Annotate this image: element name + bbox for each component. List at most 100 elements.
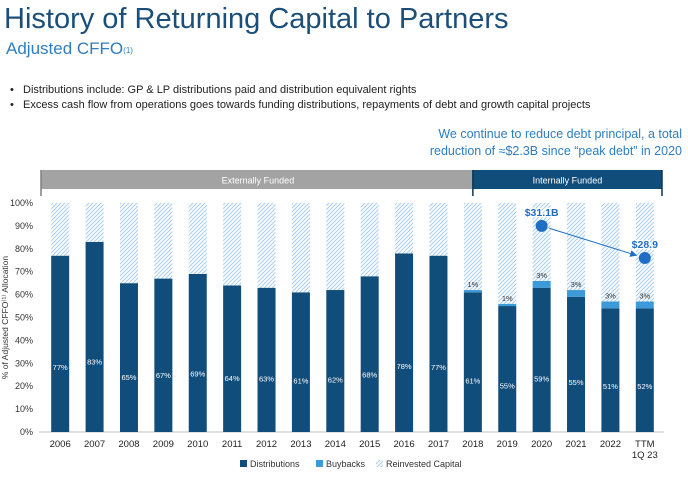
legend-label: Buybacks xyxy=(326,459,366,469)
distributions-bar xyxy=(85,241,104,432)
y-tick-label: 0% xyxy=(20,427,33,437)
distributions-data-label: 83% xyxy=(87,358,102,367)
subtitle-footnote-marker: (1) xyxy=(123,46,133,55)
distributions-bar xyxy=(188,273,207,432)
x-tick-label: 2018 xyxy=(462,439,483,450)
distributions-data-label: 77% xyxy=(53,363,68,372)
buybacks-data-label: 3% xyxy=(605,291,616,300)
distributions-bar xyxy=(326,290,345,432)
distributions-data-label: 65% xyxy=(121,373,136,382)
x-tick-label: 2013 xyxy=(290,439,311,450)
legend-label: Reinvested Capital xyxy=(386,459,462,469)
x-tick-label: TTM xyxy=(635,439,655,450)
legend-swatch xyxy=(316,460,323,467)
buybacks-data-label: 1% xyxy=(502,294,513,303)
allocation-chart: Externally Funded Internally Funded 0% 10%… xyxy=(0,170,664,469)
callout-line: reduction of ≈$2.3B since “peak debt” in… xyxy=(429,144,682,158)
distributions-bar xyxy=(360,276,379,432)
subtitle-text: Adjusted CFFO xyxy=(6,39,124,58)
reinvested-capital-bar xyxy=(326,203,345,291)
externally-funded-banner xyxy=(41,170,473,189)
callout-line: We continue to reduce debt principal, a … xyxy=(438,127,682,141)
reinvested-capital-bar xyxy=(360,203,379,277)
x-tick-label: 2011 xyxy=(222,439,242,450)
distributions-data-label: 61% xyxy=(465,376,480,385)
buybacks-bar xyxy=(635,301,654,309)
distributions-bar xyxy=(291,292,310,432)
x-tick-label: 2010 xyxy=(187,439,208,450)
debt-reduction-arrow xyxy=(549,227,638,257)
reinvested-capital-bar xyxy=(257,203,276,288)
x-tick-label: 2015 xyxy=(359,439,380,450)
debt-marker-dot xyxy=(638,251,651,264)
buybacks-bar xyxy=(463,290,482,293)
buybacks-data-label: 3% xyxy=(536,271,547,280)
internally-funded-label: Internally Funded xyxy=(533,176,603,186)
buybacks-bar xyxy=(601,301,620,309)
distributions-bar xyxy=(601,308,620,432)
distributions-bar xyxy=(395,253,414,432)
reinvested-capital-bar xyxy=(429,203,448,256)
x-tick-label: 2017 xyxy=(428,439,449,450)
x-tick-label: 2022 xyxy=(600,439,621,450)
externally-funded-label: Externally Funded xyxy=(222,176,295,186)
distributions-bar xyxy=(429,255,448,432)
distributions-data-label: 52% xyxy=(637,382,652,391)
distributions-bar xyxy=(567,296,586,432)
y-axis-label: % of Adjusted CFFO⁽¹⁾ Allocation xyxy=(0,256,10,380)
reinvested-capital-bar xyxy=(119,203,138,284)
x-tick-label: 2009 xyxy=(153,439,174,450)
reinvested-capital-bar xyxy=(498,203,517,304)
distributions-data-label: 63% xyxy=(259,375,274,384)
distributions-data-label: 69% xyxy=(190,370,205,379)
x-tick-label: 2008 xyxy=(118,439,139,450)
buybacks-bar xyxy=(532,280,551,288)
debt-callout: We continue to reduce debt principal, a … xyxy=(430,126,682,160)
distributions-data-label: 59% xyxy=(534,375,549,384)
legend-label: Distributions xyxy=(250,459,300,469)
distributions-bar xyxy=(119,283,138,432)
distributions-bar xyxy=(257,287,276,432)
y-tick-label: 40% xyxy=(15,335,33,345)
debt-marker-label: $28.9 xyxy=(632,239,658,251)
legend-swatch xyxy=(240,460,247,467)
distributions-data-label: 51% xyxy=(603,382,618,391)
y-tick-label: 60% xyxy=(15,290,33,300)
bullet-item: Excess cash flow from operations goes to… xyxy=(10,98,590,113)
distributions-bar xyxy=(498,306,517,432)
reinvested-capital-bar xyxy=(567,203,586,291)
x-tick-label: 2020 xyxy=(531,439,552,450)
x-tick-label: 1Q 23 xyxy=(632,450,658,461)
y-tick-label: 80% xyxy=(15,244,33,254)
reinvested-capital-bar xyxy=(463,203,482,291)
distributions-data-label: 77% xyxy=(431,363,446,372)
debt-marker-label: $31.1B xyxy=(525,207,559,219)
buybacks-data-label: 3% xyxy=(571,280,582,289)
buybacks-bar xyxy=(567,290,586,297)
distributions-bar xyxy=(532,287,551,432)
distributions-data-label: 55% xyxy=(569,378,584,387)
reinvested-capital-bar xyxy=(85,203,104,242)
bullet-list: Distributions include: GP & LP distribut… xyxy=(10,83,590,113)
reinvested-capital-bar xyxy=(188,203,207,274)
x-tick-label: 2016 xyxy=(394,439,415,450)
distributions-bar xyxy=(463,292,482,432)
bullet-item: Distributions include: GP & LP distribut… xyxy=(10,83,590,98)
x-tick-label: 2012 xyxy=(256,439,277,450)
distributions-data-label: 61% xyxy=(293,376,308,385)
reinvested-capital-bar xyxy=(154,203,173,279)
x-tick-label: 2014 xyxy=(325,439,346,450)
x-tick-label: 2019 xyxy=(497,439,518,450)
distributions-bar xyxy=(635,308,654,432)
reinvested-capital-bar xyxy=(601,203,620,302)
y-tick-label: 10% xyxy=(15,404,33,414)
y-tick-label: 100% xyxy=(10,198,33,208)
distributions-data-label: 67% xyxy=(156,371,171,380)
buybacks-data-label: 1% xyxy=(467,280,478,289)
y-tick-label: 50% xyxy=(15,313,33,323)
x-tick-label: 2006 xyxy=(50,439,71,450)
page-title: History of Returning Capital to Partners xyxy=(4,3,509,35)
buybacks-data-label: 3% xyxy=(639,291,650,300)
distributions-data-label: 55% xyxy=(500,381,515,390)
y-tick-label: 30% xyxy=(15,358,33,368)
